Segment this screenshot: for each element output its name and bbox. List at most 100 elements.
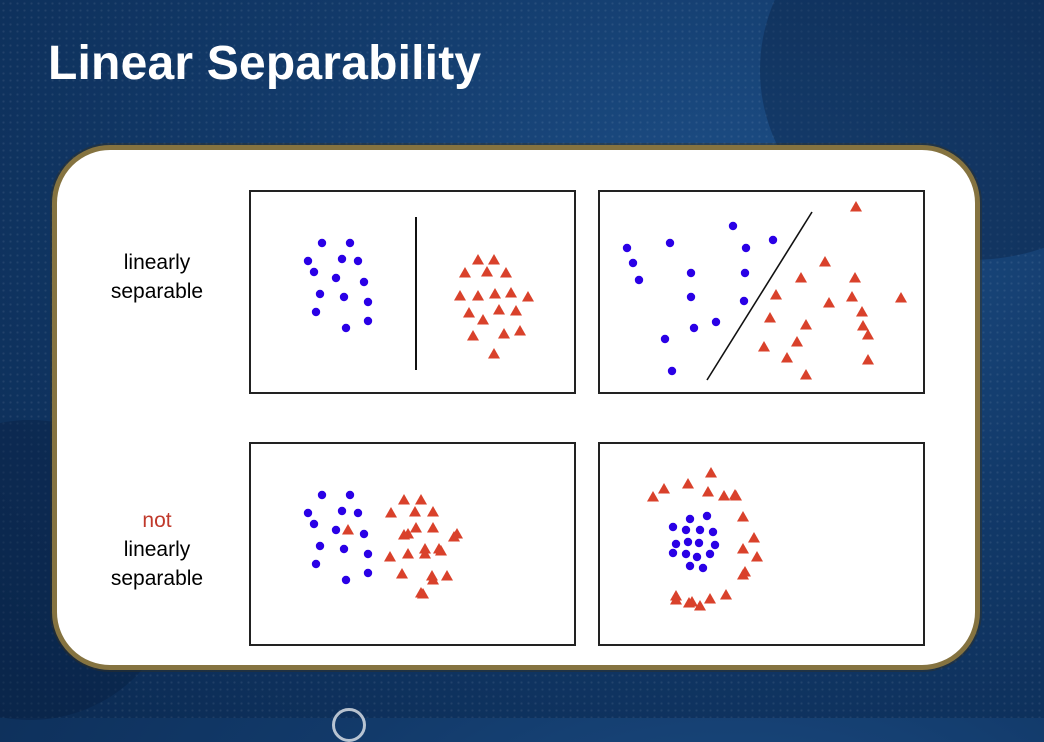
circle-point bbox=[309, 519, 319, 529]
triangle-point bbox=[402, 548, 414, 559]
circle-point bbox=[337, 254, 347, 264]
row-label-not: not bbox=[142, 509, 172, 532]
triangle-point bbox=[384, 551, 396, 562]
triangle-point bbox=[800, 319, 812, 330]
circle-point bbox=[686, 268, 696, 278]
triangle-point bbox=[670, 590, 682, 601]
circle-point bbox=[359, 529, 369, 539]
circle-point bbox=[363, 297, 373, 307]
circle-point bbox=[665, 238, 675, 248]
decision-boundary-line bbox=[706, 211, 813, 381]
triangle-point bbox=[488, 348, 500, 359]
circle-point bbox=[317, 238, 327, 248]
circle-point bbox=[634, 275, 644, 285]
circle-point bbox=[359, 277, 369, 287]
triangle-point bbox=[748, 532, 760, 543]
circle-point bbox=[711, 317, 721, 327]
circle-point bbox=[315, 289, 325, 299]
triangle-point bbox=[704, 593, 716, 604]
circle-point bbox=[681, 525, 691, 535]
triangle-point bbox=[686, 596, 698, 607]
triangle-point bbox=[510, 305, 522, 316]
circle-point bbox=[345, 490, 355, 500]
row-label-line: separable bbox=[110, 567, 204, 590]
triangle-point bbox=[819, 256, 831, 267]
circle-point bbox=[353, 256, 363, 266]
triangle-point bbox=[410, 522, 422, 533]
triangle-point bbox=[454, 290, 466, 301]
circle-point bbox=[353, 508, 363, 518]
circle-point bbox=[309, 267, 319, 277]
triangle-point bbox=[505, 287, 517, 298]
circle-point bbox=[363, 549, 373, 559]
row-label-line: linearly bbox=[123, 251, 191, 274]
triangle-point bbox=[702, 486, 714, 497]
circle-point bbox=[311, 307, 321, 317]
triangle-point bbox=[857, 320, 869, 331]
triangle-point bbox=[849, 272, 861, 283]
row-label-line: linearly bbox=[123, 538, 191, 561]
triangle-point bbox=[396, 568, 408, 579]
circle-point bbox=[668, 548, 678, 558]
triangle-point bbox=[493, 304, 505, 315]
triangle-point bbox=[823, 297, 835, 308]
circle-point bbox=[303, 508, 313, 518]
triangle-point bbox=[800, 369, 812, 380]
circle-point bbox=[311, 559, 321, 569]
circle-point bbox=[683, 537, 693, 547]
triangle-point bbox=[409, 506, 421, 517]
circle-point bbox=[303, 256, 313, 266]
triangle-point bbox=[850, 201, 862, 212]
triangle-point bbox=[427, 506, 439, 517]
triangle-point bbox=[459, 267, 471, 278]
triangle-point bbox=[856, 306, 868, 317]
triangle-point bbox=[791, 336, 803, 347]
triangle-point bbox=[481, 266, 493, 277]
triangle-point bbox=[451, 528, 463, 539]
triangle-point bbox=[415, 587, 427, 598]
triangle-point bbox=[739, 566, 751, 577]
circle-point bbox=[660, 334, 670, 344]
triangle-point bbox=[758, 341, 770, 352]
triangle-point bbox=[795, 272, 807, 283]
triangle-point bbox=[720, 589, 732, 600]
triangle-point bbox=[764, 312, 776, 323]
triangle-point bbox=[737, 511, 749, 522]
circle-point bbox=[681, 549, 691, 559]
circle-point bbox=[685, 561, 695, 571]
circle-point bbox=[705, 549, 715, 559]
triangle-point bbox=[477, 314, 489, 325]
triangle-point bbox=[415, 494, 427, 505]
bottom-ring-icon bbox=[332, 708, 366, 742]
panel-nonseparable-ring bbox=[598, 442, 925, 646]
circle-point bbox=[331, 525, 341, 535]
triangle-point bbox=[647, 491, 659, 502]
row-label-line: separable bbox=[110, 280, 204, 303]
triangle-point bbox=[463, 307, 475, 318]
circle-point bbox=[339, 292, 349, 302]
circle-point bbox=[686, 292, 696, 302]
circle-point bbox=[739, 296, 749, 306]
circle-point bbox=[668, 522, 678, 532]
triangle-point bbox=[441, 570, 453, 581]
triangle-point bbox=[398, 529, 410, 540]
circle-point bbox=[341, 323, 351, 333]
circle-point bbox=[671, 539, 681, 549]
triangle-point bbox=[498, 328, 510, 339]
circle-point bbox=[628, 258, 638, 268]
circle-point bbox=[363, 316, 373, 326]
triangle-point bbox=[427, 574, 439, 585]
circle-point bbox=[341, 575, 351, 585]
triangle-point bbox=[385, 507, 397, 518]
triangle-point bbox=[435, 545, 447, 556]
triangle-point bbox=[522, 291, 534, 302]
circle-point bbox=[740, 268, 750, 278]
triangle-point bbox=[751, 551, 763, 562]
triangle-point bbox=[488, 254, 500, 265]
circle-point bbox=[331, 273, 341, 283]
circle-point bbox=[702, 511, 712, 521]
triangle-point bbox=[472, 290, 484, 301]
scatter-plot bbox=[303, 217, 534, 370]
circle-point bbox=[692, 552, 702, 562]
circle-point bbox=[317, 490, 327, 500]
